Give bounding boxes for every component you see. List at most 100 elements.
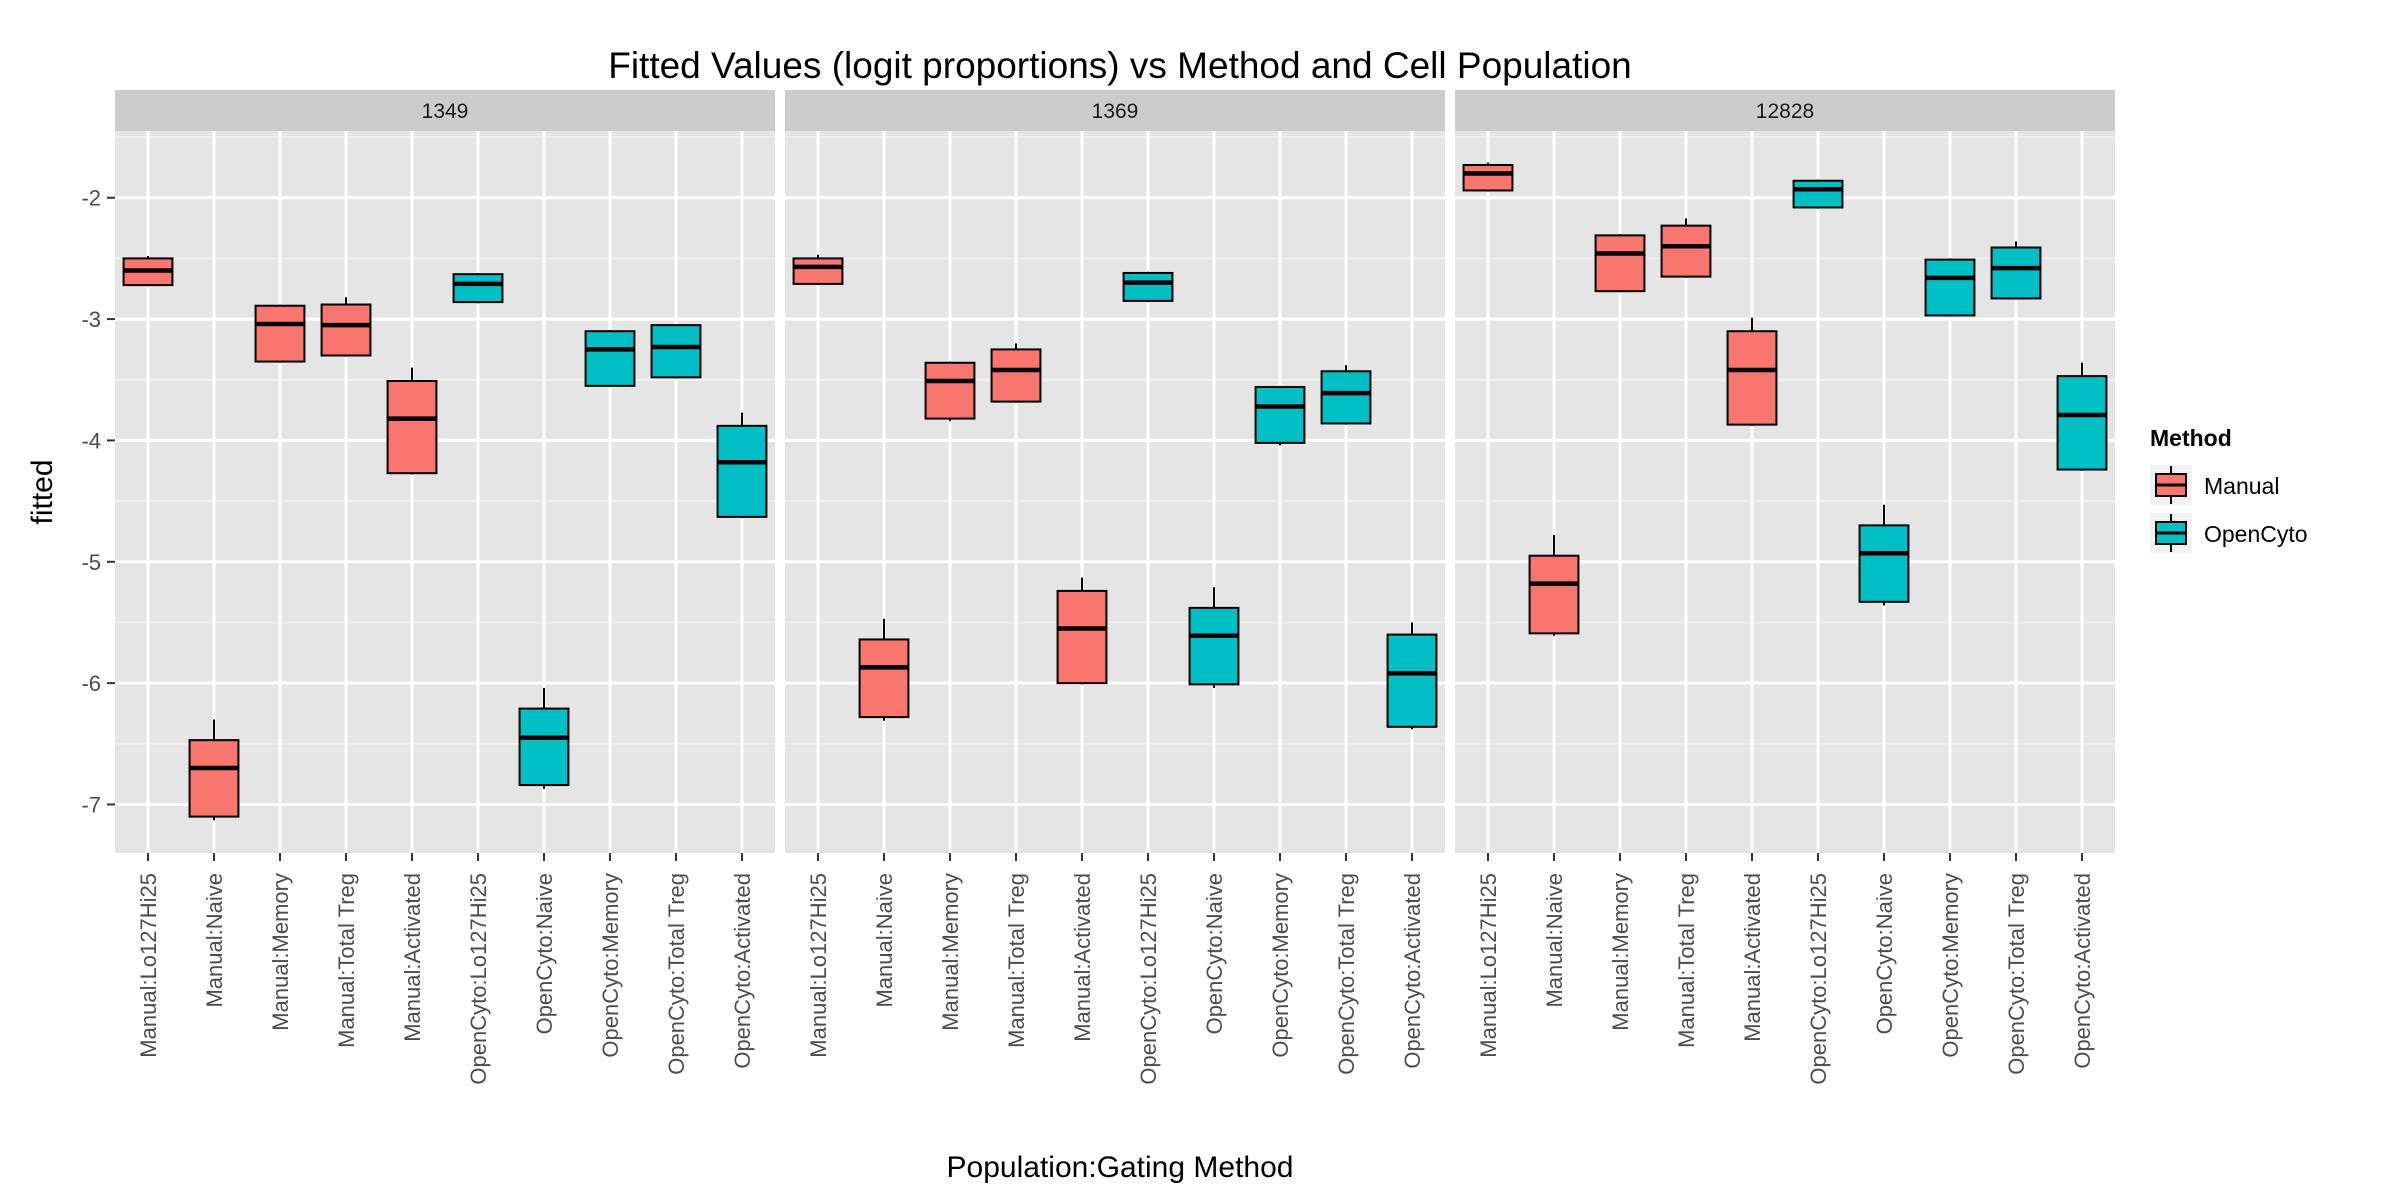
legend-title: Method (2150, 425, 2232, 451)
facet-panel-1349: 1349 Manual:Lo127Hi25 Manual:Naive Manual:M… (115, 90, 775, 1085)
x-tick-label: OpenCyto:Naive (532, 873, 557, 1034)
box-Manual:Memory (254, 304, 306, 363)
x-tick-label: Manual:Memory (938, 873, 963, 1031)
x-tick-label: OpenCyto:Lo127Hi25 (466, 873, 491, 1085)
box-OpenCyto:Naive (1188, 587, 1240, 688)
x-tick-label: Manual:Total Treg (1674, 873, 1699, 1048)
box-iqr (518, 707, 570, 787)
box-iqr (1056, 589, 1108, 685)
box-iqr (650, 324, 702, 379)
box-Manual:Lo127Hi25 (1462, 162, 1514, 192)
box-iqr (924, 361, 976, 420)
panel-background (785, 131, 1445, 853)
x-tick-label: Manual:Memory (268, 873, 293, 1031)
y-tick-label: -7 (81, 792, 101, 817)
box-iqr (858, 638, 910, 719)
box-Manual:Memory (1594, 234, 1646, 293)
box-iqr (1320, 370, 1372, 425)
box-iqr (320, 303, 372, 357)
x-tick-label: Manual:Lo127Hi25 (136, 873, 161, 1058)
box-iqr (1594, 234, 1646, 293)
box-Manual:Lo127Hi25 (122, 255, 174, 287)
box-OpenCyto:Lo127Hi25 (1792, 179, 1844, 209)
box-iqr (1660, 224, 1712, 278)
y-tick-label: -2 (81, 186, 101, 211)
box-iqr (1254, 386, 1306, 444)
legend-item-manual: Manual (2150, 465, 2279, 505)
box-iqr (1122, 271, 1174, 302)
box-OpenCyto:Memory (1254, 385, 1306, 446)
x-tick-label: Manual:Memory (1608, 873, 1633, 1031)
box-iqr (1188, 606, 1240, 686)
box-iqr (1792, 179, 1844, 209)
y-tick-label: -6 (81, 671, 101, 696)
x-tick-label: Manual:Activated (400, 873, 425, 1042)
box-iqr (1528, 554, 1580, 635)
box-Manual:Total Treg (320, 297, 372, 357)
x-tick-label: Manual:Naive (872, 873, 897, 1008)
legend: Method Manual OpenCyto (2150, 425, 2308, 553)
chart-title: Fitted Values (logit proportions) vs Met… (608, 45, 1632, 86)
x-tick-label: OpenCyto:Activated (2070, 873, 2095, 1069)
box-Manual:Activated (1726, 317, 1778, 426)
box-OpenCyto:Total Treg (650, 324, 702, 379)
box-Manual:Naive (188, 719, 240, 821)
x-tick-label: OpenCyto:Activated (730, 873, 755, 1069)
facet-strip (115, 90, 775, 131)
box-iqr (1858, 524, 1910, 603)
box-Manual:Memory (924, 361, 976, 422)
box-OpenCyto:Activated (716, 412, 768, 519)
facet-strip (1455, 90, 2115, 131)
y-tick-label: -5 (81, 550, 101, 575)
x-tick-label: OpenCyto:Memory (1268, 873, 1293, 1058)
x-tick-label: OpenCyto:Total Treg (1334, 873, 1359, 1075)
y-tick-label: -4 (81, 428, 101, 453)
x-tick-label: OpenCyto:Activated (1400, 873, 1425, 1069)
box-iqr (1386, 633, 1438, 728)
facet-panels: 1349 Manual:Lo127Hi25 Manual:Naive Manual:M… (115, 90, 2115, 1085)
x-tick-label: Manual:Activated (1070, 873, 1095, 1042)
box-iqr (188, 739, 240, 818)
box-OpenCyto:Activated (1386, 622, 1438, 730)
facet-panel-1369: 1369 Manual:Lo127Hi25 Manual:Naive Manual:M… (785, 90, 1445, 1085)
x-tick-label: OpenCyto:Naive (1872, 873, 1897, 1034)
box-iqr (254, 304, 306, 363)
facet-strip (785, 90, 1445, 131)
box-iqr (990, 348, 1042, 403)
x-tick-label: OpenCyto:Total Treg (664, 873, 689, 1075)
x-tick-label: OpenCyto:Memory (598, 873, 623, 1058)
box-Manual:Activated (386, 367, 438, 475)
facet-panel-12828: 12828 Manual:Lo127Hi25 Manual:Naive Manual:… (1455, 90, 2115, 1085)
box-iqr (584, 330, 636, 387)
box-Manual:Naive (858, 618, 910, 721)
box-iqr (1462, 163, 1514, 192)
x-tick-label: OpenCyto:Total Treg (2004, 873, 2029, 1075)
box-OpenCyto:Lo127Hi25 (452, 272, 504, 304)
legend-label: OpenCyto (2204, 521, 2308, 547)
box-OpenCyto:Lo127Hi25 (1122, 271, 1174, 303)
box-OpenCyto:Naive (1858, 504, 1910, 606)
legend-label: Manual (2204, 473, 2279, 499)
box-OpenCyto:Memory (584, 330, 636, 388)
x-tick-label: Manual:Activated (1740, 873, 1765, 1042)
box-iqr (1990, 246, 2042, 300)
box-Manual:Naive (1528, 535, 1580, 636)
box-OpenCyto:Naive (518, 687, 570, 789)
x-tick-label: Manual:Total Treg (1004, 873, 1029, 1048)
legend-item-opencyto: OpenCyto (2150, 513, 2308, 553)
x-tick-label: OpenCyto:Memory (1938, 873, 1963, 1058)
box-iqr (2056, 375, 2108, 471)
x-tick-label: OpenCyto:Lo127Hi25 (1136, 873, 1161, 1085)
box-OpenCyto:Memory (1924, 258, 1976, 317)
facet-strip-label: 1349 (422, 100, 469, 123)
panel-background (115, 131, 775, 853)
x-tick-label: Manual:Lo127Hi25 (1476, 873, 1501, 1058)
x-tick-label: Manual:Total Treg (334, 873, 359, 1048)
box-iqr (1726, 330, 1778, 426)
y-tick-label: -3 (81, 307, 101, 332)
box-iqr (1924, 258, 1976, 317)
box-Manual:Total Treg (990, 343, 1042, 403)
y-axis-title: fitted (26, 459, 59, 524)
facet-strip-label: 12828 (1756, 100, 1814, 123)
